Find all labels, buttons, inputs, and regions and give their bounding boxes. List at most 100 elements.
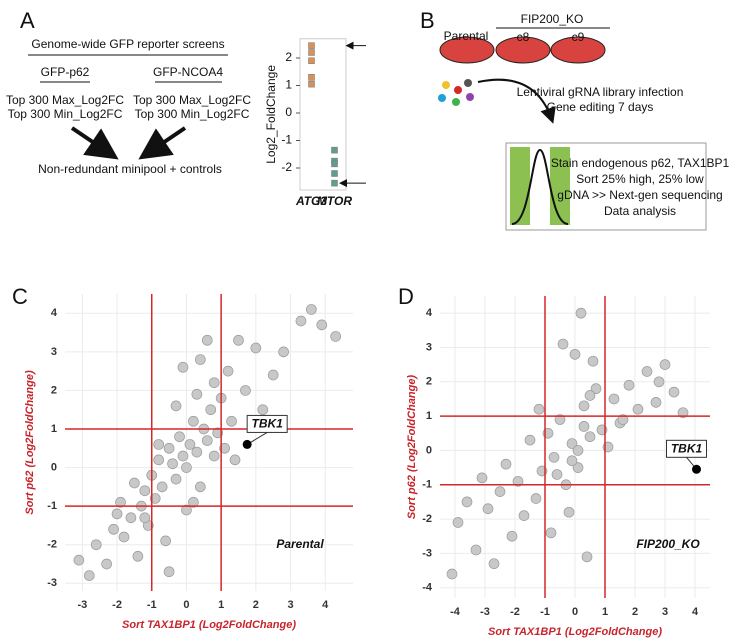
point — [590, 383, 602, 395]
box-text: Data analysis — [604, 204, 676, 218]
dish — [439, 36, 495, 64]
point — [581, 551, 593, 563]
dish-label: c8 — [517, 30, 530, 44]
point — [566, 455, 578, 467]
point — [578, 421, 590, 432]
plot-area — [299, 38, 347, 191]
y-tick-label: 4 — [426, 307, 433, 319]
point — [90, 539, 102, 551]
point — [308, 49, 315, 56]
point — [153, 439, 165, 450]
point — [181, 504, 192, 516]
label-box — [246, 414, 288, 433]
sort-histogram — [510, 147, 570, 225]
x-tick-label: 2 — [253, 599, 259, 611]
dish — [550, 36, 606, 64]
point — [518, 510, 530, 521]
selection: Top 300 Min_Log2FC — [8, 107, 123, 121]
point — [73, 554, 85, 566]
point — [316, 319, 328, 331]
x-tick-label: 0 — [572, 606, 578, 618]
point — [208, 450, 220, 462]
highlight-point — [692, 464, 701, 474]
y-tick-label: 0 — [51, 461, 57, 473]
point — [512, 475, 524, 487]
x-tick-label: 1 — [218, 599, 224, 611]
highlight-point — [242, 439, 252, 449]
point — [188, 415, 199, 427]
point — [572, 445, 584, 456]
y-tick-label: -1 — [281, 133, 292, 147]
point — [153, 454, 165, 466]
point — [191, 446, 203, 458]
point — [174, 431, 185, 443]
point — [524, 434, 536, 446]
x-tick-label: -3 — [480, 606, 490, 618]
selection: Top 300 Max_Log2FC — [133, 93, 251, 107]
x-axis-label: Sort TAX1BP1 (Log2FoldChange) — [122, 619, 296, 631]
reporter: GFP-NCOA4 — [153, 65, 223, 79]
condition-label: FIP200_KO — [636, 537, 700, 551]
y-axis-label: Log2_FoldChange — [264, 65, 278, 164]
x-tick-label: 3 — [287, 599, 293, 611]
point — [306, 304, 317, 315]
y-tick-label: 0 — [426, 444, 432, 456]
point — [476, 472, 488, 484]
x-tick-label: 0 — [183, 599, 189, 611]
x-tick-label: -3 — [77, 599, 87, 611]
dishes — [439, 36, 606, 64]
point — [83, 570, 95, 581]
point — [160, 535, 171, 547]
point — [677, 407, 689, 419]
point — [181, 462, 192, 473]
point — [201, 435, 213, 446]
ko-label: FIP200_KO — [521, 12, 584, 26]
point — [653, 376, 665, 388]
point — [572, 462, 584, 473]
point — [330, 331, 342, 342]
point — [229, 454, 241, 466]
box-text: Stain endogenous p62, TAX1BP1 — [551, 156, 730, 170]
point — [446, 568, 458, 580]
point — [659, 359, 671, 370]
point — [608, 393, 620, 405]
arrow — [477, 78, 556, 124]
point — [545, 527, 557, 539]
box-text: gDNA >> Next-gen sequencing — [557, 188, 722, 202]
panel-label: B — [420, 8, 435, 33]
y-tick-label: 3 — [426, 341, 432, 353]
point — [584, 431, 596, 443]
point — [488, 558, 500, 570]
selection: Top 300 Max_Log2FC — [6, 93, 124, 107]
point — [177, 361, 189, 373]
point — [170, 400, 182, 412]
annotation: TBK1 — [251, 417, 283, 431]
x-tick-label: ATG3 — [295, 194, 327, 208]
point — [132, 550, 144, 562]
panel-label: C — [12, 284, 28, 309]
point — [163, 566, 175, 578]
point — [500, 458, 512, 470]
x-tick-label: -4 — [450, 606, 461, 618]
y-axis-label: Sort p62 (Log2FoldChange) — [24, 370, 36, 515]
point — [308, 74, 315, 81]
y-tick-label: 4 — [51, 307, 58, 319]
y-tick-label: -3 — [422, 547, 432, 559]
reporter: GFP-p62 — [41, 65, 90, 79]
x-tick-label: -1 — [147, 599, 157, 611]
point — [201, 334, 213, 346]
y-tick-label: 1 — [285, 78, 292, 92]
y-tick-label: 2 — [51, 384, 57, 396]
annotation: TBK1 — [671, 441, 703, 455]
point — [191, 388, 203, 400]
y-tick-label: 1 — [426, 410, 432, 422]
point — [115, 496, 126, 508]
point — [557, 338, 569, 350]
point — [163, 442, 175, 454]
point — [331, 170, 338, 177]
box-text: Sort 25% high, 25% low — [576, 172, 704, 186]
sort-box — [505, 142, 707, 231]
point — [494, 486, 506, 497]
point — [308, 57, 315, 64]
